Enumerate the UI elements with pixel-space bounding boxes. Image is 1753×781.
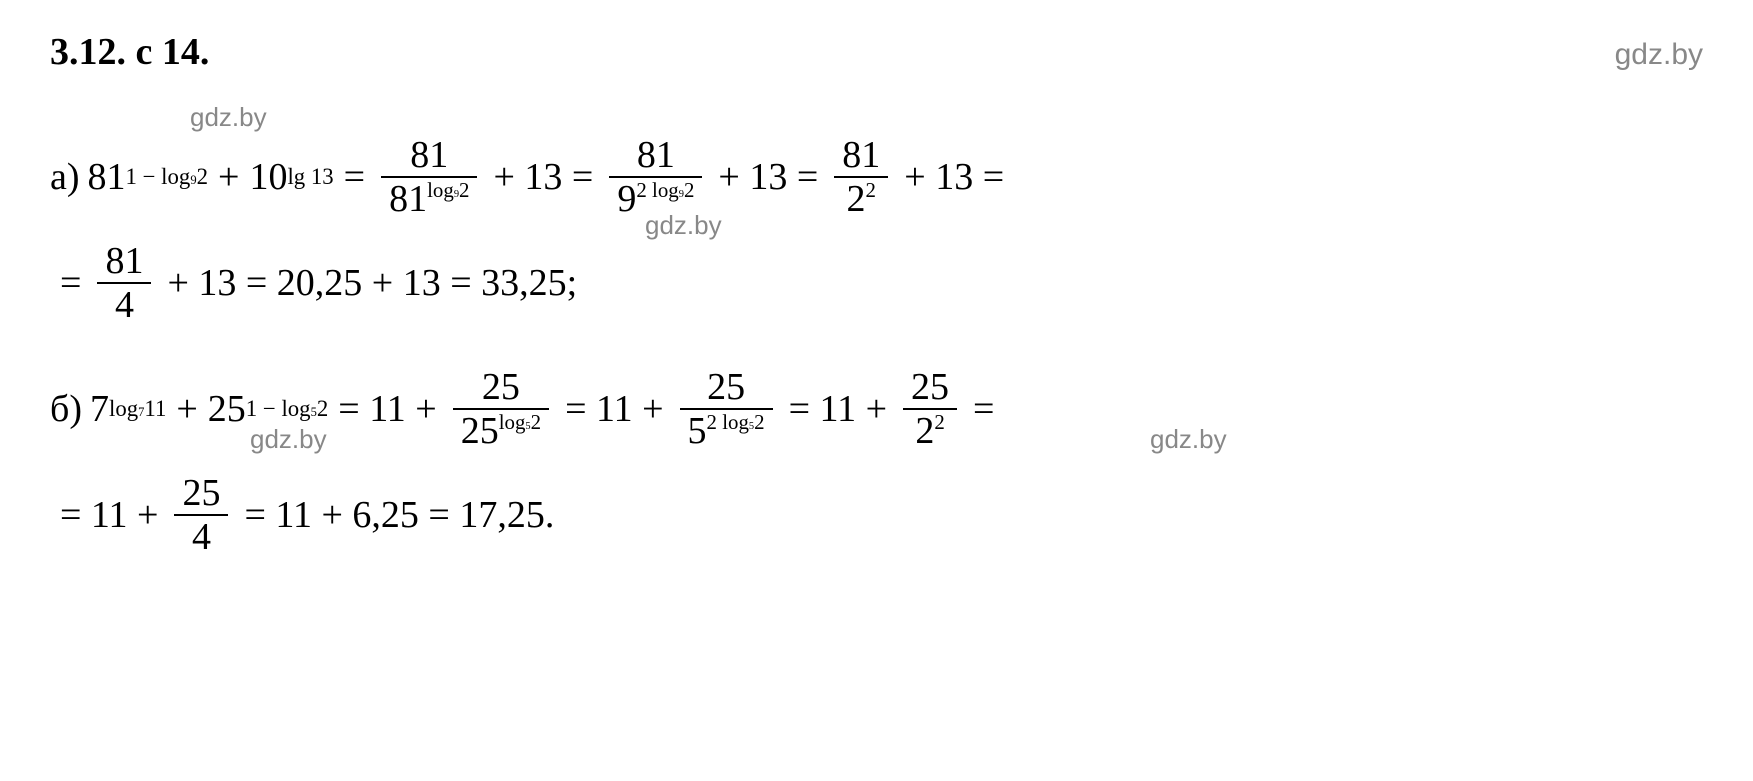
text-segment: + 13 = (904, 158, 1004, 196)
fraction: 25 22 (903, 366, 957, 452)
text-segment: + 13 = 20,25 + 13 = 33,25; (167, 264, 577, 302)
fraction-denominator: 4 (184, 516, 219, 558)
term-base: 7 (90, 390, 109, 428)
term-base: 25 (208, 390, 246, 428)
problem-a-line2: gdz.by = 81 4 + 13 = 20,25 + 13 = 33,25; (50, 240, 1703, 326)
equals-operator: = (973, 390, 994, 428)
term-exponent: lg 13 (287, 166, 333, 189)
fraction-numerator: 25 (699, 366, 753, 408)
fraction-numerator: 81 (402, 134, 456, 176)
part-label-a: а) (50, 158, 80, 196)
text-segment: = 11 + (60, 496, 158, 534)
problem-a: gdz.by а) 81 1 − log9 2 + 10 lg 13 = 81 … (50, 134, 1703, 326)
text-segment: + 13 = (493, 158, 593, 196)
fraction-denominator: 22 (907, 410, 952, 452)
equals-operator: = (344, 158, 365, 196)
fraction-numerator: 25 (474, 366, 528, 408)
fraction-denominator: 92 log9 2 (609, 178, 702, 220)
text-segment: + 13 = (718, 158, 818, 196)
fraction-numerator: 25 (174, 472, 228, 514)
term-exponent: log7 11 (109, 398, 166, 421)
text-segment: = 11 + 6,25 = 17,25. (244, 496, 554, 534)
fraction-numerator: 81 (834, 134, 888, 176)
fraction-denominator: 52 log5 2 (680, 410, 773, 452)
text-segment: = 11 + (338, 390, 436, 428)
fraction: 81 4 (97, 240, 151, 326)
fraction: 25 25log5 2 (453, 366, 549, 452)
fraction-denominator: 4 (107, 284, 142, 326)
fraction: 25 52 log5 2 (680, 366, 773, 452)
problem-b-line1: б) 7 log7 11 + 25 1 − log5 2 = 11 + 25 2… (50, 366, 1703, 452)
term-exponent: 1 − log5 2 (246, 398, 328, 421)
fraction: 81 92 log9 2 (609, 134, 702, 220)
fraction-numerator: 81 (97, 240, 151, 282)
part-label-b: б) (50, 390, 82, 428)
problem-b-line2: = 11 + 25 4 = 11 + 6,25 = 17,25. (50, 472, 1703, 558)
term-base: 81 (88, 158, 126, 196)
header-watermark: gdz.by (1615, 38, 1703, 72)
term-exponent: 1 − log9 2 (126, 166, 208, 189)
fraction-denominator: 25log5 2 (453, 410, 549, 452)
watermark-inline: gdz.by (190, 102, 267, 133)
fraction: 81 22 (834, 134, 888, 220)
fraction: 25 4 (174, 472, 228, 558)
problem-b: gdz.by gdz.by б) 7 log7 11 + 25 1 − log5… (50, 366, 1703, 558)
fraction-denominator: 81log9 2 (381, 178, 477, 220)
plus-operator: + (218, 158, 239, 196)
header-row: 3.12. с 14. gdz.by (50, 30, 1703, 74)
text-segment: = 11 + (789, 390, 887, 428)
text-segment: = 11 + (565, 390, 663, 428)
section-label: 3.12. с 14. (50, 30, 209, 74)
plus-operator: + (176, 390, 197, 428)
fraction-numerator: 25 (903, 366, 957, 408)
term-base: 10 (249, 158, 287, 196)
problem-a-line1: а) 81 1 − log9 2 + 10 lg 13 = 81 81log9 … (50, 134, 1703, 220)
fraction-denominator: 22 (839, 178, 884, 220)
equals-operator: = (60, 264, 81, 302)
fraction: 81 81log9 2 (381, 134, 477, 220)
fraction-numerator: 81 (629, 134, 683, 176)
